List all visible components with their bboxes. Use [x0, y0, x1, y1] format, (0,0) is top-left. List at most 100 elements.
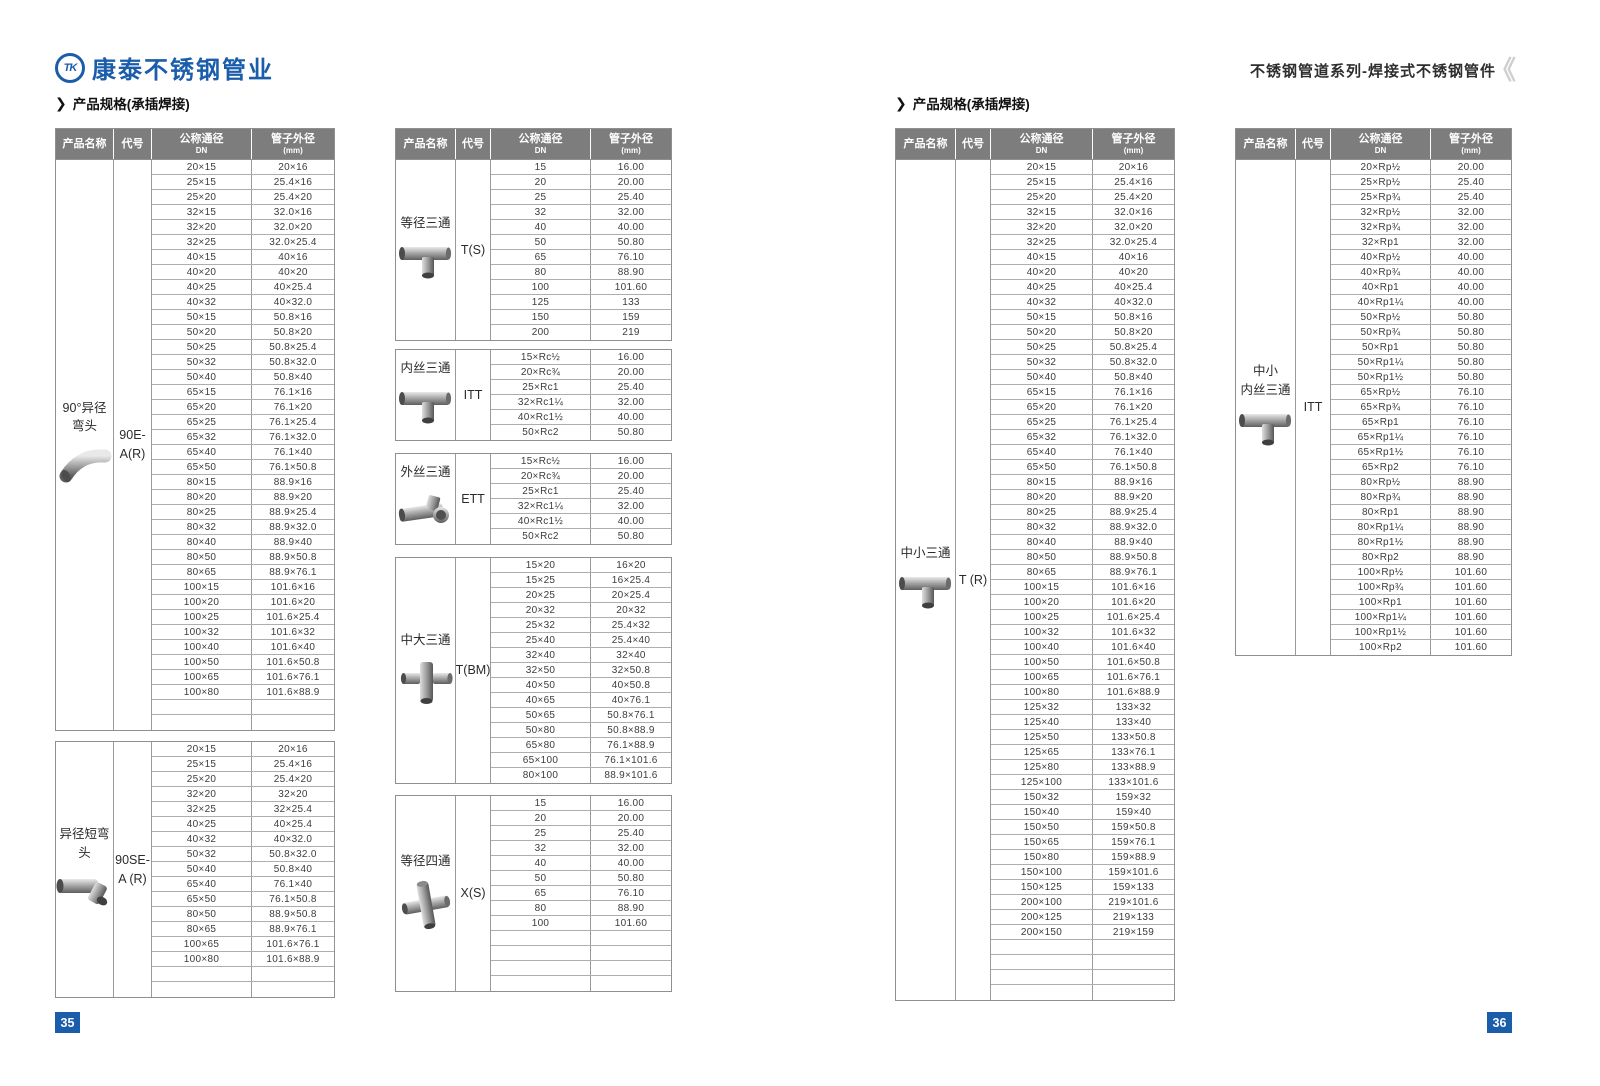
od-cell: 88.9×40: [273, 536, 313, 548]
table-row: 50×25 50.8×25.4: [991, 340, 1174, 355]
dn-cell: 65×40: [991, 445, 1093, 459]
table-row: 50×15 50.8×16: [152, 310, 334, 325]
od-cell: 219×133: [1112, 911, 1155, 923]
od-cell: 40.00: [1457, 266, 1485, 278]
table-row: 65×20 76.1×20: [152, 400, 334, 415]
table-row: 50×Rp½ 50.80: [1331, 310, 1511, 325]
od-cell: [1093, 970, 1174, 984]
od-cell: 40×20: [1118, 266, 1149, 278]
table-row: 25×Rp¾ 25.40: [1331, 190, 1511, 205]
table-row: 20×15 20×16: [152, 160, 334, 175]
dn-cell: 15×Rc½: [491, 454, 591, 468]
product-table-mid-large-tee: 中大三通 T(BM) 15×20 16×20 15×25 16×25.4 20×25 20×2…: [395, 557, 672, 784]
table-row: 150×32 159×32: [991, 790, 1174, 805]
table-row: 125 133: [491, 295, 671, 310]
dn-cell: 15: [491, 160, 591, 174]
od-cell: 50.80: [1457, 311, 1485, 323]
od-cell: 76.10: [1457, 431, 1485, 443]
code-cell: T(BM): [456, 558, 491, 783]
dn-cell: 100: [491, 916, 591, 930]
od-cell: 20.00: [617, 470, 645, 482]
od-cell: 88.9×50.8: [269, 551, 317, 563]
od-cell: [1093, 985, 1174, 1000]
od-cell: 16.00: [617, 351, 645, 363]
cross-icon: [399, 880, 453, 935]
table-row: [991, 970, 1174, 985]
table-row: 80×32 88.9×32.0: [152, 520, 334, 535]
dn-cell: 40×50: [491, 678, 591, 692]
table-row: 80×50 88.9×50.8: [152, 550, 334, 565]
table-row: 32×Rp½ 32.00: [1331, 205, 1511, 220]
dn-cell: 80×20: [991, 490, 1093, 504]
od-cell: 101.6×50.8: [1106, 656, 1161, 668]
od-cell: 20.00: [1457, 161, 1485, 173]
table-row: 32 32.00: [491, 841, 671, 856]
table-row: 125×40 133×40: [991, 715, 1174, 730]
od-cell: 219×159: [1112, 926, 1155, 938]
od-cell: 101.6×40: [1111, 641, 1156, 653]
dn-cell: 15×25: [491, 573, 591, 587]
product-name: 等径三通: [400, 215, 451, 230]
product-code: X(S): [460, 886, 486, 901]
table-row: 80×Rp1¼ 88.90: [1331, 520, 1511, 535]
table-row: 80×65 88.9×76.1: [152, 565, 334, 580]
table-row: 65×40 76.1×40: [152, 877, 334, 892]
dn-cell: 65×40: [152, 445, 252, 459]
tee-icon: [897, 571, 955, 616]
table-row: 65×50 76.1×50.8: [991, 460, 1174, 475]
dn-cell: 100×20: [991, 595, 1093, 609]
table-row: 80 88.90: [491, 265, 671, 280]
od-cell: 101.6×88.9: [1106, 686, 1161, 698]
table-row: 50×Rc2 50.80: [491, 529, 671, 544]
od-cell: 40.00: [617, 411, 645, 423]
dn-cell: 40×25: [152, 280, 252, 294]
dn-cell: 25×15: [152, 757, 252, 771]
table-row: [491, 931, 671, 946]
od-cell: 159×101.6: [1108, 866, 1159, 878]
table-row: 100×40 101.6×40: [152, 640, 334, 655]
od-cell: [252, 715, 334, 730]
product-table-elbow-90: 产品名称 代号 公称通径 DN 管子外径 (mm) 90°异径 弯头 90E- A(R) 20×15…: [55, 128, 335, 731]
dn-cell: 40×20: [991, 265, 1093, 279]
table-body: 中大三通 T(BM) 15×20 16×20 15×25 16×25.4 20×25 20×2…: [396, 558, 671, 783]
table-row: 100×32 101.6×32: [152, 625, 334, 640]
od-cell: 20×16: [1118, 161, 1149, 173]
table-row: 100×Rp1¼ 101.60: [1331, 610, 1511, 625]
od-cell: 88.9×50.8: [1109, 551, 1158, 563]
od-cell: 76.1×32.0: [1109, 431, 1158, 443]
table-row: 100×65 101.6×76.1: [152, 937, 334, 952]
table-row: 65×32 76.1×32.0: [152, 430, 334, 445]
table-row: 100×15 101.6×16: [152, 580, 334, 595]
dn-cell: 50×15: [991, 310, 1093, 324]
table-row: 80×15 88.9×16: [991, 475, 1174, 490]
table-row: 100×Rp1 101.60: [1331, 595, 1511, 610]
od-cell: 16×20: [616, 559, 646, 571]
od-cell: 16.00: [617, 797, 645, 809]
code-cell: T (R): [956, 160, 991, 1000]
od-cell: 32.0×25.4: [269, 236, 317, 248]
od-cell: 50.8×32.0: [269, 356, 317, 368]
table-row: 50 50.80: [491, 235, 671, 250]
od-cell: 40.00: [617, 857, 645, 869]
dn-cell: 65×Rp1¼: [1331, 430, 1431, 444]
od-cell: [591, 961, 671, 975]
table-row: 65×Rp¾ 76.10: [1331, 400, 1511, 415]
table-row: 100×65 101.6×76.1: [991, 670, 1174, 685]
dn-cell: 32×15: [991, 205, 1093, 219]
dn-cell: 20×Rc¾: [491, 365, 591, 379]
od-cell: 25.4×32: [611, 619, 651, 631]
od-cell: 40.00: [1457, 251, 1485, 263]
table-row: [152, 700, 334, 715]
table-row: 25×15 25.4×16: [152, 757, 334, 772]
dn-cell: 100×32: [991, 625, 1093, 639]
dn-cell: 25×Rp½: [1331, 175, 1431, 189]
dn-cell: 32×15: [152, 205, 252, 219]
dn-cell: 100×80: [152, 685, 252, 699]
rows-column: 15 16.00 20 20.00 25 25.40 32 32.00 40 40.00 50 50.…: [491, 160, 671, 340]
dn-cell: 40×32: [152, 295, 252, 309]
od-cell: 88.90: [617, 266, 645, 278]
dn-cell: 65×15: [152, 385, 252, 399]
dn-cell: 40×25: [991, 280, 1093, 294]
od-cell: 40×25.4: [1114, 281, 1153, 293]
column-header-code: 代号: [114, 129, 152, 159]
